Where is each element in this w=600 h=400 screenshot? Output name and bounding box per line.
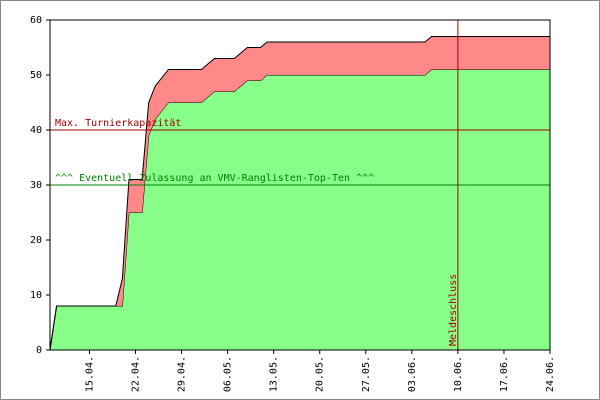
x-tick-label: 06.05. <box>223 356 234 392</box>
x-tick-label: 17.06. <box>499 356 510 392</box>
y-tick-label: 10 <box>30 290 42 301</box>
reference-label: Max. Turnierkapazität <box>55 118 181 129</box>
x-tick-label: 24.06. <box>545 356 556 392</box>
x-tick-label: 22.04. <box>131 356 142 392</box>
x-tick-label: 20.05. <box>315 356 326 392</box>
x-tick-label: 10.06. <box>453 356 464 392</box>
x-tick-label: 13.05. <box>269 356 280 392</box>
x-tick-label: 27.05. <box>361 356 372 392</box>
x-tick-label: 03.06. <box>407 356 418 392</box>
area-outline <box>49 36 550 351</box>
area <box>50 69 550 350</box>
y-tick-label: 40 <box>30 125 42 136</box>
x-tick-label: 15.04. <box>84 356 95 392</box>
reference-label: ^^^ Eventuell Zulassung an VMV-Rangliste… <box>55 173 374 184</box>
x-tick-label: 29.04. <box>177 356 188 392</box>
area <box>50 36 550 350</box>
y-tick-label: 50 <box>30 70 42 81</box>
y-tick-label: 60 <box>30 15 42 26</box>
reference-label: Meldeschluss <box>448 274 459 346</box>
y-tick-label: 20 <box>30 235 42 246</box>
y-tick-label: 0 <box>36 345 42 356</box>
y-tick-label: 30 <box>30 180 42 191</box>
